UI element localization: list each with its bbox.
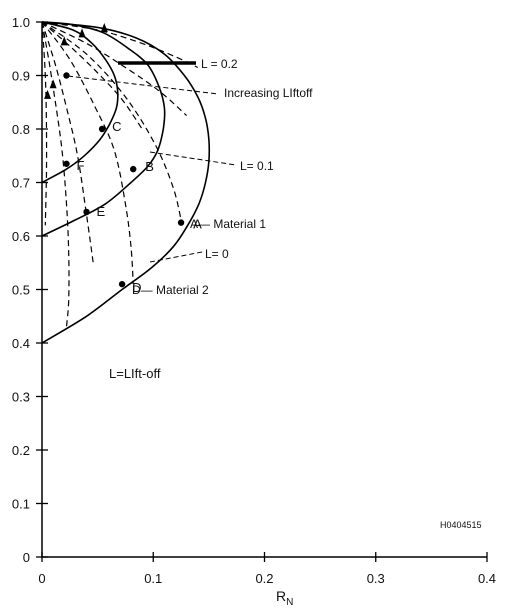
x-axis-label-main: R [276, 588, 286, 604]
dashed-curve [41, 21, 134, 285]
data-point [130, 165, 137, 173]
annotation-l01: L= 0.1 [240, 159, 274, 173]
y-tick-label: 0.8 [12, 122, 30, 137]
markers: A B C D E F [63, 72, 202, 295]
y-tick-label: 0.4 [12, 336, 30, 351]
annotation-l02: L = 0.2 [201, 57, 238, 71]
solid-curve [41, 21, 119, 184]
data-point-label: C [112, 119, 121, 134]
data-point [98, 125, 106, 133]
data-point-label: A [193, 217, 202, 232]
y-tick-label: 0 [23, 550, 30, 565]
data-point [177, 219, 185, 226]
data-point [63, 72, 70, 79]
x-tick-label: 0.1 [144, 571, 162, 586]
y-tick-label: 0.7 [12, 176, 30, 191]
annotation-increasing-liftoff: Increasing LIftoff [224, 86, 313, 100]
y-tick-label: 0.6 [12, 229, 30, 244]
legend-liftoff: L=LIft-off [109, 366, 161, 381]
data-point [63, 160, 70, 167]
solid-curve [41, 21, 166, 237]
flow-arrow [100, 23, 108, 33]
flow-arrow [60, 36, 68, 46]
annotation-material-2: D— Material 2 [132, 283, 209, 297]
data-point-label: D [132, 280, 141, 295]
y-tick-label: 0.2 [12, 443, 30, 458]
l0-leader [149, 251, 203, 263]
flow-arrow [49, 79, 57, 89]
y-tick-label: 0.1 [12, 497, 30, 512]
data-point-label: B [145, 159, 154, 174]
dashed-curve [41, 21, 199, 69]
flow-arrow [44, 89, 52, 99]
dashed-curve [41, 21, 70, 328]
annotation-l0: L= 0 [205, 247, 229, 261]
dashed-curves [41, 21, 199, 328]
y-tick-label: 0.9 [12, 69, 30, 84]
figure-code: H0404515 [440, 520, 482, 530]
data-point [118, 280, 126, 288]
increasing-leader [67, 75, 219, 95]
x-axis-label: RN [276, 588, 293, 608]
dashed-curve [41, 21, 94, 263]
flow-arrow [78, 28, 86, 38]
dashed-curve [41, 21, 182, 221]
dashed-curve [41, 21, 188, 117]
x-tick-label: 0 [38, 571, 45, 586]
data-point-label: F [76, 158, 84, 173]
x-tick-label: 0.3 [367, 571, 385, 586]
l01-leader [149, 151, 237, 166]
annotation-material-1: A— Material 1 [190, 217, 266, 231]
data-point [83, 208, 90, 216]
x-axis-label-sub: N [286, 597, 293, 608]
dashed-curve [41, 21, 143, 130]
x-tick-label: 0.4 [478, 571, 496, 586]
axes: 0 0.1 0.2 0.3 0.4 0 0.1 0.2 0.3 0.4 0.5 0.6 0.7 0.8 0.… [12, 15, 496, 586]
y-tick-label: 0.3 [12, 390, 30, 405]
x-tick-label: 0.2 [255, 571, 273, 586]
y-tick-label: 0.5 [12, 283, 30, 298]
data-point-label: E [97, 204, 106, 219]
y-tick-label: 1.0 [12, 15, 30, 30]
